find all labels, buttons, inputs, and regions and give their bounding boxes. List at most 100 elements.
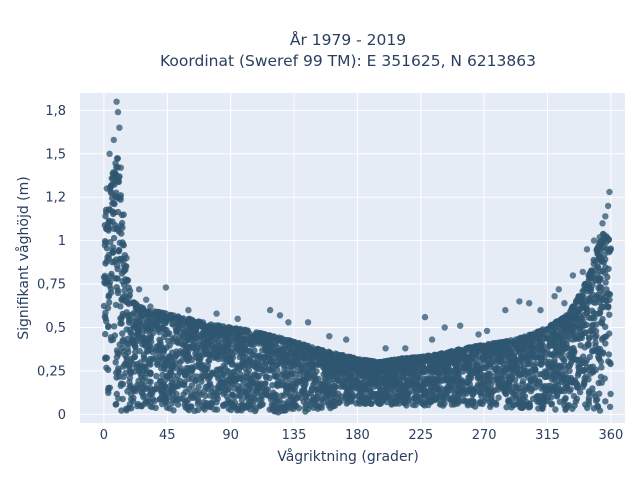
x-axis-title: Vågriktning (grader) (277, 448, 419, 465)
data-point (546, 340, 554, 347)
data-point (499, 339, 506, 346)
data-point (355, 373, 362, 381)
data-point (142, 311, 149, 318)
data-point (344, 385, 351, 393)
data-point (567, 314, 575, 321)
data-point (291, 359, 298, 366)
data-point (122, 369, 129, 377)
data-point (232, 348, 239, 356)
data-point (193, 373, 200, 380)
data-point (410, 370, 417, 377)
data-point (495, 386, 502, 393)
data-point (475, 342, 482, 349)
data-point (213, 310, 220, 317)
data-point (282, 402, 289, 410)
data-point (580, 379, 588, 387)
data-point (538, 370, 545, 378)
data-point (420, 379, 428, 387)
data-point (277, 382, 284, 389)
data-point (538, 359, 545, 366)
data-point (137, 311, 145, 318)
data-point (464, 378, 472, 385)
data-point (116, 239, 124, 246)
data-point (241, 326, 248, 333)
data-point (571, 402, 578, 409)
data-point (211, 406, 218, 413)
data-point (388, 401, 395, 408)
data-point (590, 256, 597, 264)
data-point (124, 345, 131, 353)
data-point (549, 376, 556, 383)
x-tick-label: 0 (100, 428, 108, 443)
data-point (470, 350, 477, 357)
data-point (399, 372, 406, 379)
data-point (515, 394, 522, 402)
data-point (110, 210, 117, 218)
data-point (143, 296, 150, 303)
data-point (160, 319, 168, 327)
data-point (415, 361, 422, 368)
data-point (561, 332, 568, 340)
data-point (161, 396, 168, 403)
data-point (599, 315, 606, 323)
data-point (510, 401, 517, 408)
data-point (532, 377, 539, 384)
data-point (258, 336, 266, 343)
y-tick-label: 1,8 (45, 104, 66, 119)
data-point (186, 385, 193, 393)
data-point (561, 395, 569, 403)
data-point (122, 352, 129, 359)
data-point (585, 400, 593, 408)
data-point (508, 395, 516, 403)
data-point (498, 354, 505, 361)
data-point (102, 309, 109, 316)
data-point (402, 345, 409, 352)
data-point (266, 374, 273, 382)
data-point (561, 314, 568, 321)
data-point (561, 300, 568, 307)
data-point (154, 361, 161, 368)
data-point (428, 336, 436, 343)
data-point (176, 359, 183, 366)
data-point (546, 371, 553, 378)
data-point (486, 361, 494, 368)
data-point (227, 406, 235, 414)
data-point (539, 342, 547, 349)
data-point (480, 356, 487, 363)
data-point (300, 398, 307, 406)
data-point (225, 400, 232, 407)
data-point (169, 335, 176, 343)
data-point (483, 327, 491, 335)
data-point (110, 136, 118, 144)
data-point (602, 213, 609, 220)
data-point (177, 364, 184, 372)
data-point (119, 395, 126, 403)
data-point (141, 392, 148, 400)
x-tick-label: 225 (408, 428, 433, 443)
data-point (591, 334, 599, 341)
data-point (403, 402, 410, 409)
data-point (546, 390, 553, 397)
data-point (460, 368, 467, 375)
x-tick-label: 45 (159, 428, 176, 443)
data-point (547, 322, 554, 329)
data-point (395, 389, 402, 396)
data-point (208, 400, 215, 407)
data-point (183, 364, 190, 372)
data-point (282, 383, 289, 390)
data-point (595, 244, 602, 251)
data-point (194, 344, 201, 352)
data-point (333, 365, 341, 372)
x-tick-label: 270 (472, 428, 497, 443)
data-point (415, 387, 422, 394)
data-point (114, 108, 122, 116)
data-point (236, 392, 243, 399)
data-point (114, 208, 122, 216)
data-point (392, 379, 399, 386)
data-point (130, 394, 137, 402)
data-point (136, 347, 143, 355)
data-point (145, 359, 152, 366)
data-point (247, 340, 254, 348)
data-point (386, 362, 393, 369)
data-point (324, 356, 331, 364)
